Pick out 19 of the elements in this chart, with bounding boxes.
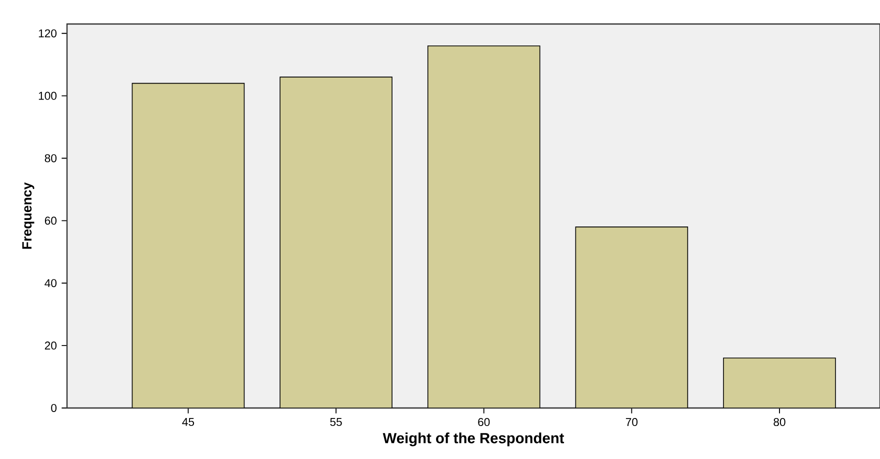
x-axis-title: Weight of the Respondent <box>382 432 564 446</box>
y-tick-label: 20 <box>44 342 57 350</box>
x-tick-label: 45 <box>182 418 194 426</box>
bar <box>427 45 540 408</box>
bar <box>132 82 245 408</box>
y-tick-label: 40 <box>44 279 57 288</box>
x-tick-label: 70 <box>626 418 638 426</box>
x-tick-label: 55 <box>330 418 342 426</box>
y-tick-label: 0 <box>51 404 57 412</box>
y-tick-label: 100 <box>38 92 57 100</box>
y-tick-label: 80 <box>44 154 57 162</box>
bar <box>723 358 836 408</box>
bar <box>575 226 688 408</box>
y-tick-label: 60 <box>44 216 57 225</box>
x-tick-label: 80 <box>774 418 786 426</box>
bar <box>280 77 392 408</box>
y-tick-label: 120 <box>38 29 57 38</box>
y-axis-title: Frequency <box>22 182 34 249</box>
x-tick-label: 60 <box>478 418 490 426</box>
